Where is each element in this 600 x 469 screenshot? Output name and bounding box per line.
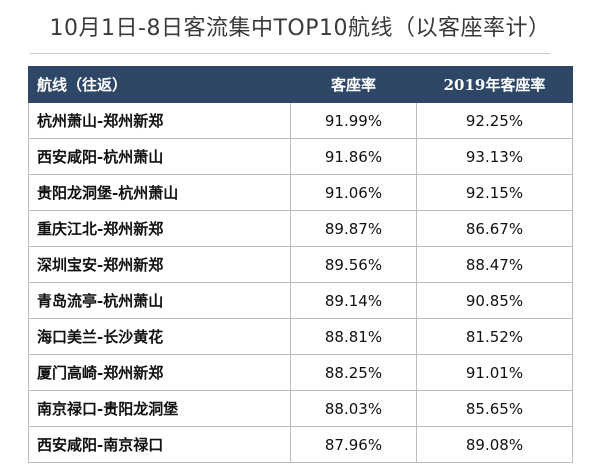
table-row: 贵阳龙洞堡-杭州萧山 91.06% 92.15% — [28, 174, 573, 211]
table-header-row: 航线（往返） 客座率 2019年客座率 — [28, 66, 573, 103]
table-row: 杭州萧山-郑州新郑 91.99% 92.25% — [28, 102, 573, 139]
load-factor-cell: 88.81% — [290, 318, 417, 355]
load-factor-cell: 88.03% — [290, 390, 417, 427]
route-cell: 西安咸阳-南京禄口 — [28, 426, 291, 463]
route-cell: 青岛流亭-杭州萧山 — [28, 282, 291, 319]
load-factor-cell: 91.86% — [290, 138, 417, 175]
load-factor-2019-cell: 91.01% — [416, 354, 573, 391]
table-row: 重庆江北-郑州新郑 89.87% 86.67% — [28, 210, 573, 247]
table-row: 西安咸阳-南京禄口 87.96% 89.08% — [28, 426, 573, 463]
load-factor-2019-cell: 88.47% — [416, 246, 573, 283]
load-factor-2019-cell: 89.08% — [416, 426, 573, 463]
route-cell: 海口美兰-长沙黄花 — [28, 318, 291, 355]
load-factor-2019-cell: 92.25% — [416, 102, 573, 139]
route-cell: 杭州萧山-郑州新郑 — [28, 102, 291, 139]
route-cell: 重庆江北-郑州新郑 — [28, 210, 291, 247]
load-factor-2019-cell: 81.52% — [416, 318, 573, 355]
load-factor-cell: 87.96% — [290, 426, 417, 463]
table-row: 海口美兰-长沙黄花 88.81% 81.52% — [28, 318, 573, 355]
load-factor-cell: 88.25% — [290, 354, 417, 391]
table-row: 深圳宝安-郑州新郑 89.56% 88.47% — [28, 246, 573, 283]
load-factor-2019-cell: 93.13% — [416, 138, 573, 175]
header-load-factor: 客座率 — [290, 66, 417, 103]
route-table: 航线（往返） 客座率 2019年客座率 杭州萧山-郑州新郑 91.99% 92.… — [28, 66, 573, 463]
header-route: 航线（往返） — [28, 66, 291, 103]
table-row: 南京禄口-贵阳龙洞堡 88.03% 85.65% — [28, 390, 573, 427]
route-cell: 厦门高崎-郑州新郑 — [28, 354, 291, 391]
load-factor-cell: 89.56% — [290, 246, 417, 283]
title-divider — [30, 53, 550, 54]
page-title: 10月1日-8日客流集中TOP10航线（以客座率计） — [49, 16, 551, 41]
load-factor-2019-cell: 90.85% — [416, 282, 573, 319]
load-factor-2019-cell: 86.67% — [416, 210, 573, 247]
route-cell: 贵阳龙洞堡-杭州萧山 — [28, 174, 291, 211]
load-factor-2019-cell: 85.65% — [416, 390, 573, 427]
table-row: 青岛流亭-杭州萧山 89.14% 90.85% — [28, 282, 573, 319]
load-factor-cell: 91.06% — [290, 174, 417, 211]
header-load-factor-2019: 2019年客座率 — [416, 66, 573, 103]
load-factor-cell: 89.87% — [290, 210, 417, 247]
load-factor-cell: 91.99% — [290, 102, 417, 139]
table-row: 厦门高崎-郑州新郑 88.25% 91.01% — [28, 354, 573, 391]
route-cell: 深圳宝安-郑州新郑 — [28, 246, 291, 283]
route-cell: 西安咸阳-杭州萧山 — [28, 138, 291, 175]
table-row: 西安咸阳-杭州萧山 91.86% 93.13% — [28, 138, 573, 175]
load-factor-2019-cell: 92.15% — [416, 174, 573, 211]
load-factor-cell: 89.14% — [290, 282, 417, 319]
route-cell: 南京禄口-贵阳龙洞堡 — [28, 390, 291, 427]
